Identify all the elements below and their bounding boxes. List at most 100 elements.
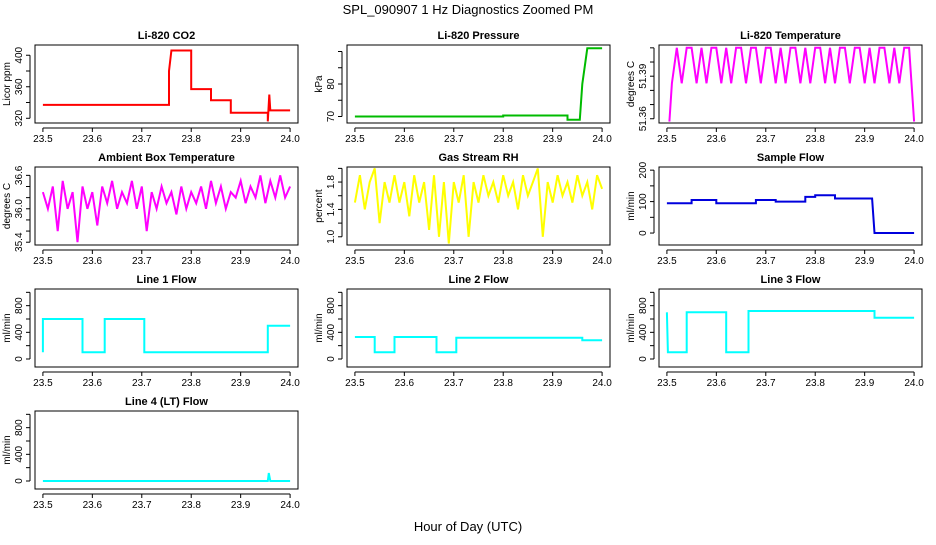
y-tick-label: 51.36 [638,106,649,131]
plot-frame [658,288,923,368]
series-line [42,49,291,122]
y-tick-label: 800 [14,297,25,314]
x-tick-label: 23.7 [444,378,464,389]
panel-title: Line 3 Flow [761,274,821,286]
panel-title: Line 1 Flow [137,274,197,286]
y-axis-label: ml/min [2,435,13,464]
y-tick-label: 800 [14,419,25,436]
panel-title: Ambient Box Temperature [98,152,235,164]
figure-title: SPL_090907 1 Hz Diagnostics Zoomed PM [343,2,594,17]
x-tick-label: 23.7 [132,134,152,145]
y-axis-label: degrees C [626,61,637,107]
panel-gas-stream-rh: Gas Stream RH 23.5 23.6 23.7 23.8 23.9 24.0 1.0… [314,152,612,267]
panel-title: Line 4 (LT) Flow [125,396,208,408]
x-tick-label: 23.8 [181,500,201,511]
panel-title: Li-820 Temperature [740,30,841,42]
plot-frame [346,288,611,368]
panel-title: Gas Stream RH [438,152,518,164]
x-tick-label: 23.5 [345,256,365,267]
series-line [42,472,291,482]
x-tick-label: 23.5 [657,134,677,145]
x-tick-label: 23.8 [805,256,825,267]
x-tick-label: 23.5 [657,378,677,389]
x-tick-label: 23.7 [444,256,464,267]
y-axis-label: ml/min [626,191,637,220]
x-tick-label: 23.8 [181,378,201,389]
x-tick-label: 23.9 [855,134,875,145]
plot-frame [346,44,611,124]
y-axis-label: percent [314,189,325,223]
panel-line-3-flow: Line 3 Flow 23.5 23.6 23.7 23.8 23.9 24.0 0 400 8… [626,274,924,389]
plot-frame [34,410,299,490]
x-tick-label: 23.7 [756,378,776,389]
x-tick-label: 23.6 [395,134,415,145]
x-tick-label: 23.9 [543,378,563,389]
x-tick-label: 23.9 [855,378,875,389]
x-tick-label: 23.8 [493,256,513,267]
x-tick-label: 23.7 [444,134,464,145]
y-tick-label: 800 [638,297,649,314]
x-tick-label: 23.5 [345,134,365,145]
x-tick-label: 24.0 [592,378,612,389]
x-tick-label: 23.6 [707,378,727,389]
plot-frame [346,166,611,246]
series-line [665,310,915,354]
x-tick-label: 23.8 [805,378,825,389]
plot-frame [34,288,299,368]
series-line [666,194,915,234]
x-tick-label: 24.0 [904,134,924,145]
series-line [41,175,292,243]
plot-frame [34,166,299,246]
y-tick-label: 320 [14,109,25,126]
panel-title: Li-820 CO2 [138,30,195,42]
y-tick-label: 1.0 [326,229,337,243]
panel-li-820-temperature: Li-820 Temperature 23.5 23.6 23.7 23.8 23.9 24… [626,30,924,145]
x-tick-label: 23.6 [83,500,103,511]
x-tick-label: 24.0 [592,256,612,267]
panel-li-820-co2: Li-820 CO2 23.5 23.6 23.7 23.8 23.9 24.0 320 360… [2,30,300,145]
series-line [354,47,603,121]
series-line [41,318,291,354]
x-tick-label: 23.9 [231,500,251,511]
x-tick-label: 24.0 [280,500,300,511]
x-tick-label: 23.9 [231,378,251,389]
series-line [668,46,916,122]
y-tick-label: 800 [326,297,337,314]
y-tick-label: 1.8 [326,175,337,189]
x-tick-label: 24.0 [280,378,300,389]
y-tick-label: 400 [14,324,25,341]
x-tick-label: 23.5 [657,256,677,267]
y-tick-label: 36.6 [14,165,25,185]
x-tick-label: 23.7 [756,256,776,267]
y-tick-label: 400 [14,446,25,463]
plot-frame [658,166,923,246]
x-tick-label: 24.0 [904,378,924,389]
y-axis-label: ml/min [2,313,13,342]
y-tick-label: 400 [638,324,649,341]
x-tick-label: 23.8 [493,134,513,145]
x-tick-label: 23.7 [132,378,152,389]
series-line [353,168,604,244]
y-tick-label: 100 [638,193,649,210]
y-tick-label: 0 [638,230,649,236]
y-axis-label: ml/min [626,313,637,342]
x-tick-label: 24.0 [592,134,612,145]
x-tick-label: 23.6 [83,134,103,145]
panel-title: Sample Flow [757,152,825,164]
x-tick-label: 23.9 [231,256,251,267]
x-tick-label: 23.7 [132,500,152,511]
x-tick-label: 23.5 [33,134,53,145]
x-tick-label: 24.0 [280,134,300,145]
panel-title: Li-820 Pressure [438,30,520,42]
y-tick-label: 200 [638,161,649,178]
x-tick-label: 23.9 [855,256,875,267]
y-tick-label: 1.4 [326,202,337,216]
y-tick-label: 0 [638,356,649,362]
x-tick-label: 23.6 [83,378,103,389]
x-tick-label: 23.8 [805,134,825,145]
plot-frame [34,44,299,124]
x-tick-label: 23.8 [181,134,201,145]
x-tick-label: 24.0 [904,256,924,267]
x-tick-label: 24.0 [280,256,300,267]
